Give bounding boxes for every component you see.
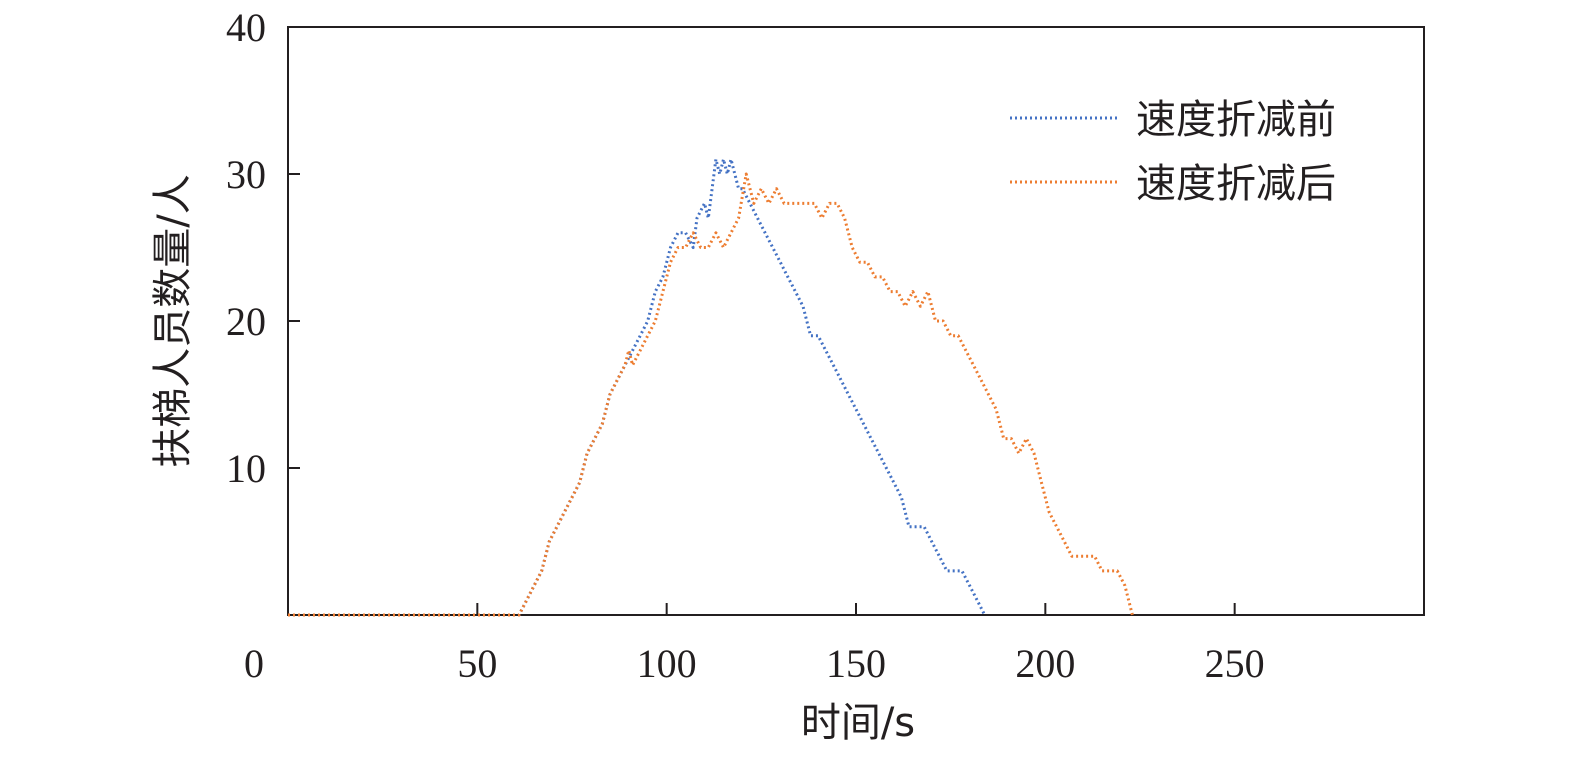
series-line-1 xyxy=(288,157,987,617)
y-tick-label: 20 xyxy=(226,299,266,344)
x-axis-ticks: 0 50 100 150 200 250 xyxy=(244,603,1265,686)
y-axis-ticks: 10 20 30 40 xyxy=(226,5,300,491)
x-tick-label: 50 xyxy=(457,641,497,686)
x-axis-label: 时间/s xyxy=(801,700,915,746)
x-tick-label: 0 xyxy=(244,641,264,686)
x-tick-label: 150 xyxy=(826,641,886,686)
y-tick-label: 40 xyxy=(226,5,266,50)
x-tick-label: 100 xyxy=(637,641,697,686)
y-axis-label: 扶梯人员数量/人 xyxy=(150,174,196,467)
y-tick-label: 30 xyxy=(226,152,266,197)
series-layer xyxy=(288,157,1134,617)
y-tick-label: 10 xyxy=(226,446,266,491)
x-tick-label: 250 xyxy=(1205,641,1265,686)
series-line-2 xyxy=(288,172,1134,617)
x-tick-label: 200 xyxy=(1015,641,1075,686)
legend: 速度折减前 速度折减后 xyxy=(1010,97,1336,207)
legend-label-series-1: 速度折减前 xyxy=(1136,97,1336,143)
legend-label-series-2: 速度折减后 xyxy=(1136,161,1336,207)
